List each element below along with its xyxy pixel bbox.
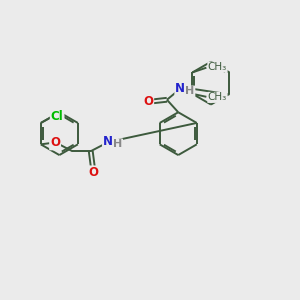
Text: H: H [185,86,194,96]
Text: N: N [103,135,113,148]
Text: O: O [50,136,60,149]
Text: N: N [175,82,185,95]
Text: H: H [113,140,122,149]
Text: O: O [88,167,98,179]
Text: Cl: Cl [51,110,64,123]
Text: CH₃: CH₃ [208,62,227,72]
Text: O: O [143,95,153,108]
Text: CH₃: CH₃ [208,92,227,102]
